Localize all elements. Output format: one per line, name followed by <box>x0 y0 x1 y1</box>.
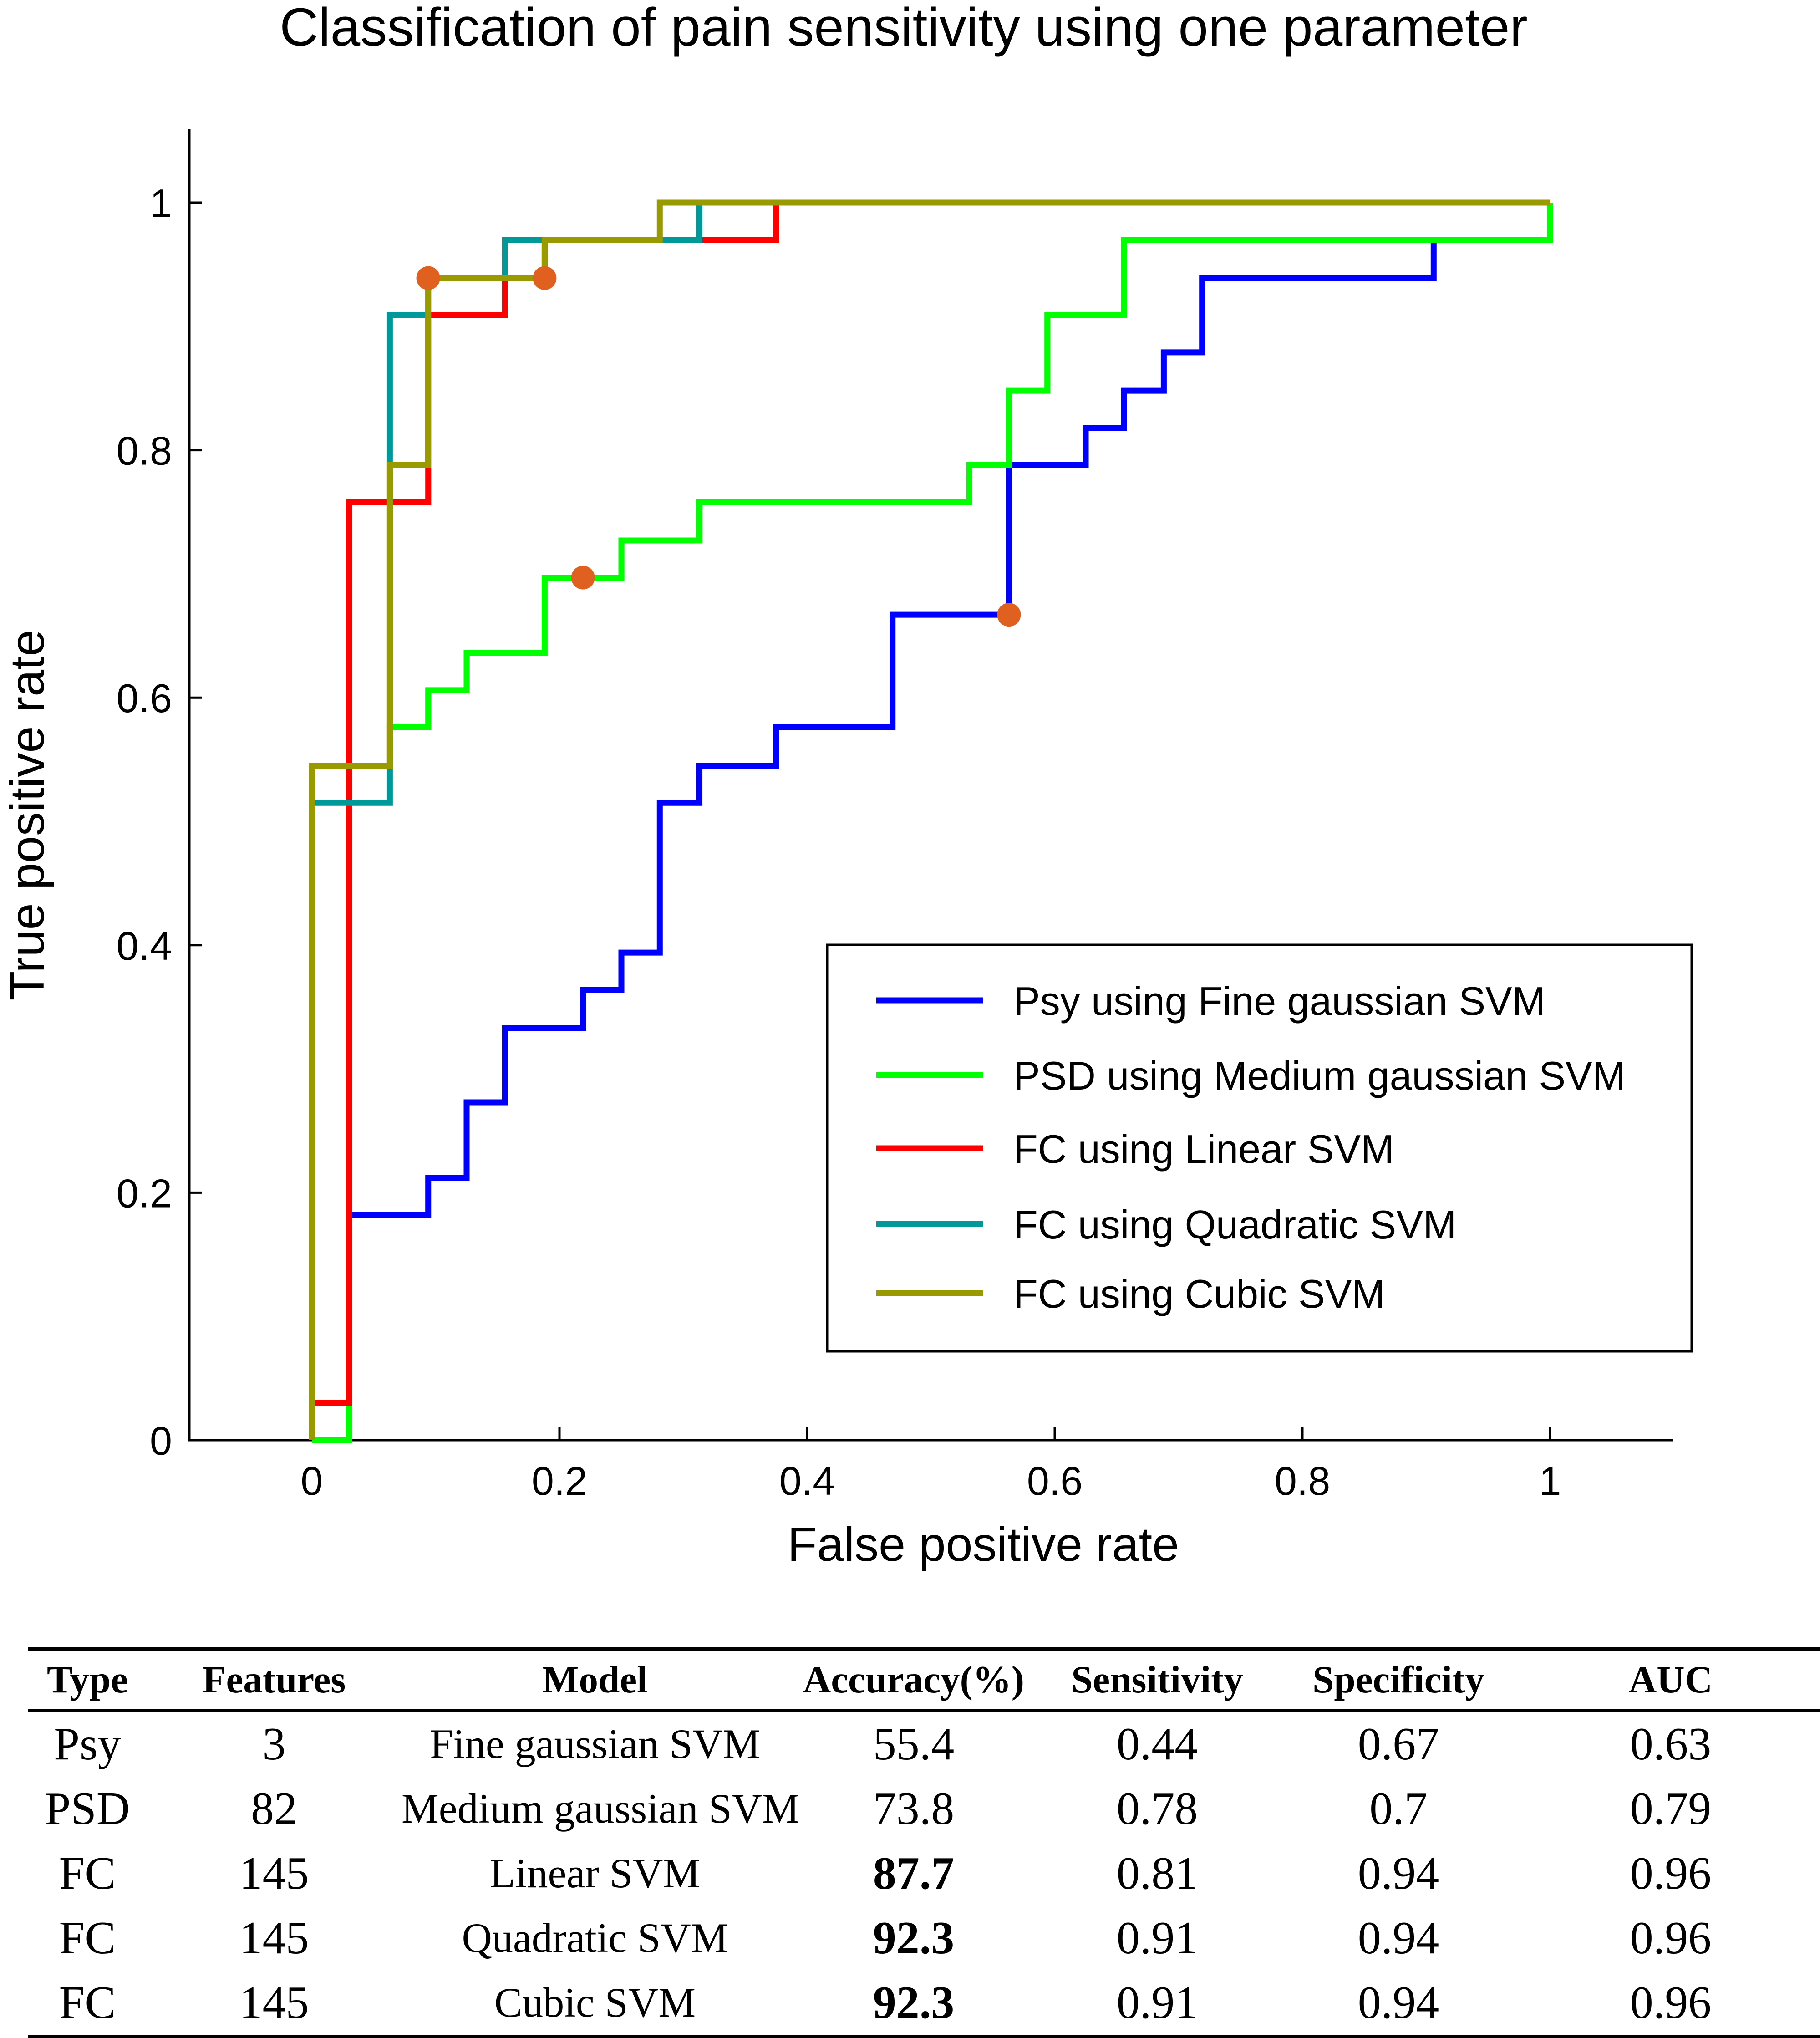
legend-items: Psy using Fine gaussian SVM PSD using Med… <box>876 978 1626 1316</box>
cell-specificity: 0.7 <box>1369 1783 1428 1834</box>
cell-features: 82 <box>251 1783 297 1834</box>
x-tick-label: 0 <box>301 1458 323 1503</box>
cell-features: 145 <box>239 1847 309 1899</box>
cell-accuracy: 73.8 <box>873 1783 955 1834</box>
cell-type: FC <box>59 1977 116 2028</box>
x-tick-label: 0.8 <box>1275 1458 1330 1503</box>
operating-point-1 <box>997 603 1021 627</box>
cell-model: Fine gaussian SVM <box>430 1721 760 1767</box>
roc-chart: Classification of pain sensitivity using… <box>0 0 1693 1571</box>
operating-point-5 <box>533 266 557 290</box>
cell-sensitivity: 0.78 <box>1116 1783 1198 1834</box>
cell-auc: 0.79 <box>1630 1783 1712 1834</box>
cell-model: Linear SVM <box>489 1850 701 1896</box>
cell-auc: 0.96 <box>1630 1977 1712 2028</box>
cell-auc: 0.63 <box>1630 1718 1712 1770</box>
cell-type: Psy <box>54 1718 121 1770</box>
header-auc: AUC <box>1628 1658 1713 1701</box>
cell-auc: 0.96 <box>1630 1912 1712 1964</box>
cell-accuracy: 92.3 <box>873 1977 955 2028</box>
results-table: Type Features Model Accuracy(%) Sensitiv… <box>28 1647 1820 2038</box>
header-specificity: Specificity <box>1312 1658 1484 1701</box>
y-tick-label: 0.8 <box>117 428 172 474</box>
x-tick-label: 1 <box>1539 1458 1561 1503</box>
cell-accuracy: 87.7 <box>873 1847 955 1899</box>
cell-specificity: 0.67 <box>1357 1718 1439 1770</box>
legend-label-3: FC using Linear SVM <box>1013 1126 1394 1172</box>
x-tick-label: 0.4 <box>779 1458 835 1503</box>
cell-features: 3 <box>262 1718 286 1770</box>
cell-sensitivity: 0.81 <box>1116 1847 1198 1899</box>
legend-label-5: FC using Cubic SVM <box>1013 1271 1385 1316</box>
cell-accuracy: 55.4 <box>873 1718 955 1770</box>
chart-title: Classification of pain sensitivity using… <box>280 0 1528 57</box>
cell-type: FC <box>59 1912 116 1964</box>
cell-specificity: 0.94 <box>1357 1847 1439 1899</box>
table-row: FC 145 Quadratic SVM 92.3 0.91 0.94 0.96 <box>28 1906 1820 1970</box>
axis-ticks: 0 0.2 0.4 0.6 0.8 1 0 0.2 0.4 0.6 0.8 1 <box>117 181 1561 1503</box>
legend: Psy using Fine gaussian SVM PSD using Med… <box>826 943 1693 1353</box>
cell-model: Quadratic SVM <box>462 1915 728 1961</box>
y-tick-label: 1 <box>150 181 172 226</box>
cell-type: FC <box>59 1847 116 1899</box>
legend-label-4: FC using Quadratic SVM <box>1013 1202 1456 1247</box>
cell-sensitivity: 0.91 <box>1116 1977 1198 2028</box>
cell-sensitivity: 0.44 <box>1116 1718 1198 1770</box>
y-axis-label: True positive rate <box>0 630 54 1001</box>
cell-model: Cubic SVM <box>494 1979 696 2026</box>
y-tick-label: 0.6 <box>117 676 172 721</box>
cell-model: Medium gaussian SVM <box>402 1785 799 1832</box>
cell-sensitivity: 0.91 <box>1116 1912 1198 1964</box>
cell-features: 145 <box>239 1977 309 2028</box>
y-tick-label: 0 <box>150 1418 172 1463</box>
operating-point-4 <box>416 266 440 290</box>
table-row: PSD 82 Medium gaussian SVM 73.8 0.78 0.7… <box>28 1776 1820 1841</box>
operating-points <box>416 266 1021 627</box>
x-axis-label: False positive rate <box>788 1518 1179 1571</box>
header-accuracy: Accuracy(%) <box>803 1658 1025 1701</box>
x-tick-label: 0.6 <box>1027 1458 1083 1503</box>
roc-curve-1 <box>309 203 1553 1440</box>
cell-specificity: 0.94 <box>1357 1912 1439 1964</box>
header-features: Features <box>202 1658 346 1701</box>
cell-auc: 0.96 <box>1630 1847 1712 1899</box>
y-tick-label: 0.4 <box>117 923 172 968</box>
table-row: FC 145 Cubic SVM 92.3 0.91 0.94 0.96 <box>28 1970 1820 2037</box>
table-row: Psy 3 Fine gaussian SVM 55.4 0.44 0.67 0… <box>28 1710 1820 1776</box>
table-header-row: Type Features Model Accuracy(%) Sensitiv… <box>28 1649 1820 1710</box>
roc-curve-3 <box>309 199 1550 1440</box>
header-model: Model <box>542 1658 648 1701</box>
cell-specificity: 0.94 <box>1357 1977 1439 2028</box>
legend-label-1: Psy using Fine gaussian SVM <box>1013 978 1545 1024</box>
axes <box>188 129 1673 1442</box>
cell-accuracy: 92.3 <box>873 1912 955 1964</box>
x-tick-label: 0.2 <box>532 1458 587 1503</box>
operating-point-2 <box>571 566 595 590</box>
header-sensitivity: Sensitivity <box>1071 1658 1243 1701</box>
legend-label-2: PSD using Medium gaussian SVM <box>1013 1053 1626 1098</box>
header-type: Type <box>47 1658 128 1701</box>
cell-features: 145 <box>239 1912 309 1964</box>
y-tick-label: 0.2 <box>117 1171 172 1216</box>
table-row: FC 145 Linear SVM 87.7 0.81 0.94 0.96 <box>28 1841 1820 1906</box>
cell-type: PSD <box>45 1783 130 1834</box>
